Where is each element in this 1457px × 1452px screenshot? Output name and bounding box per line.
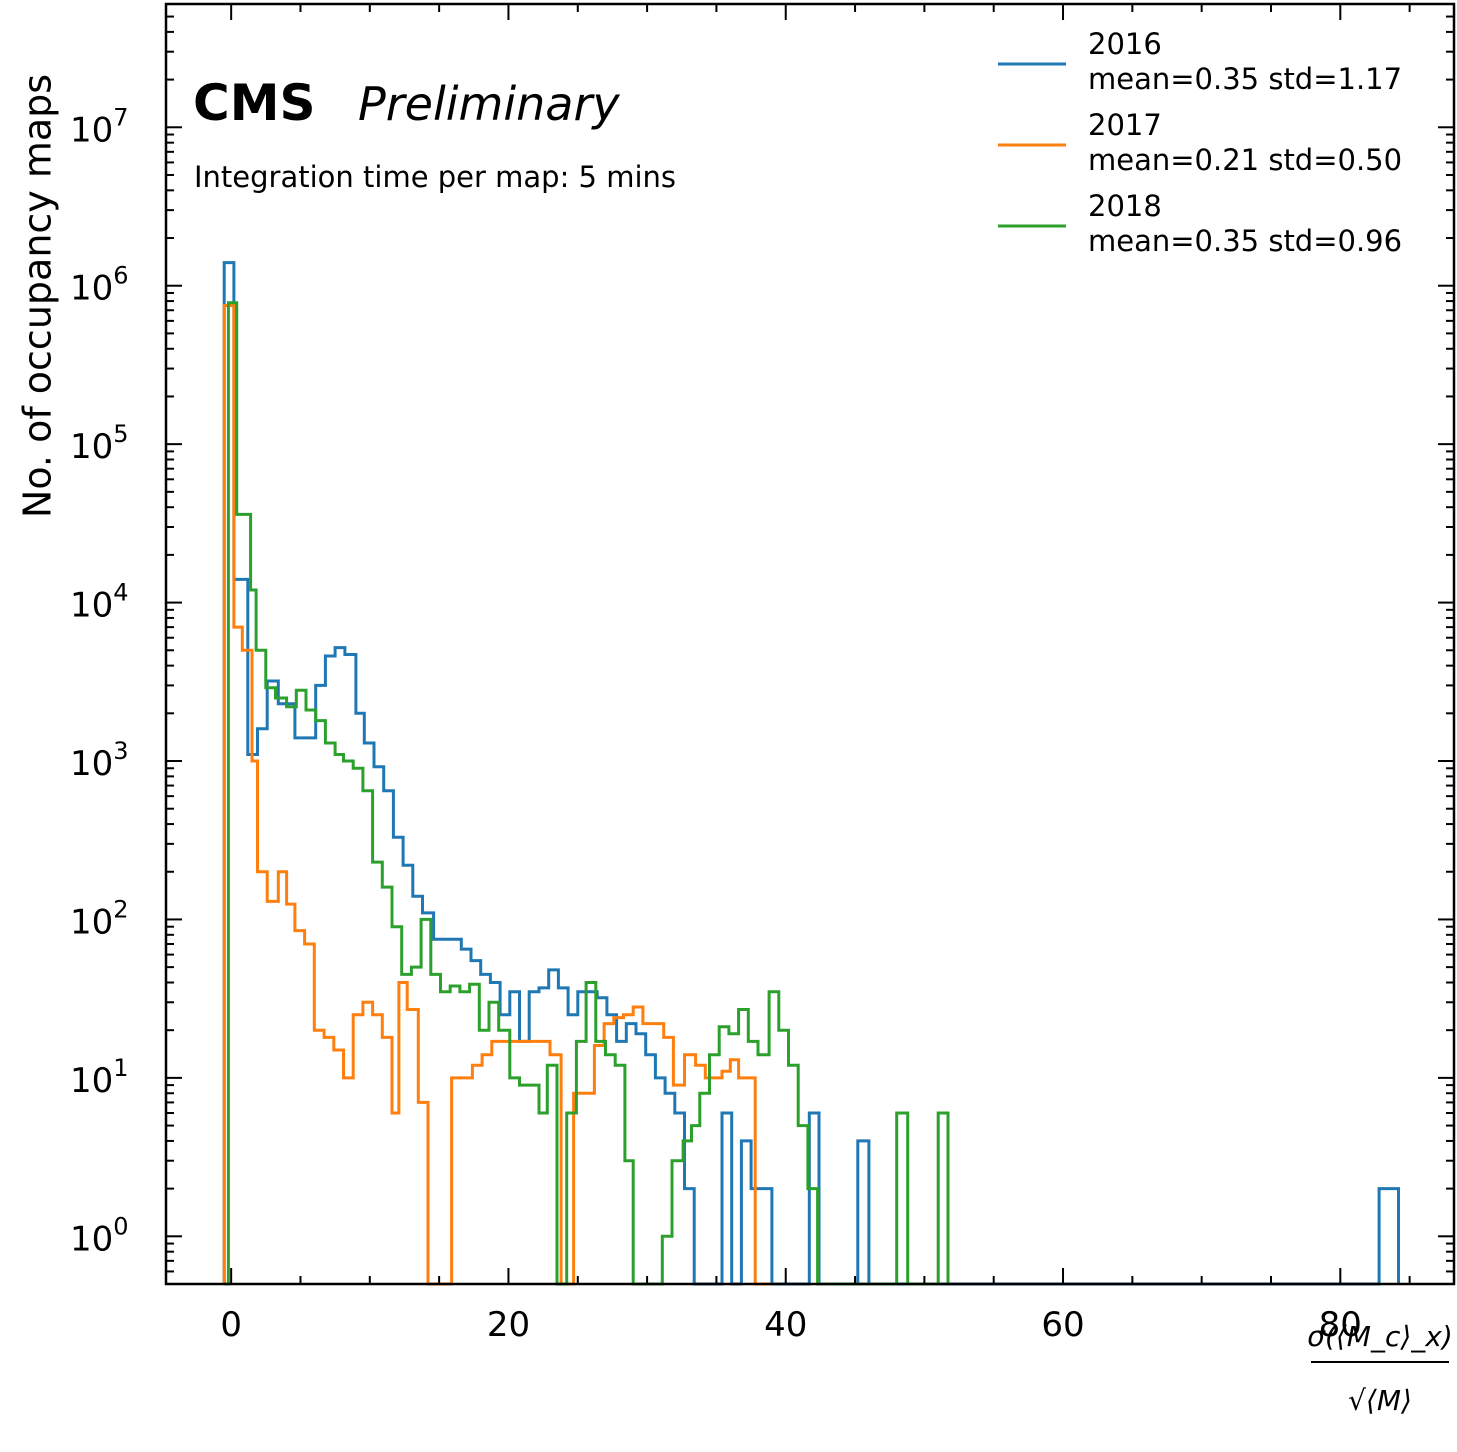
x-tick-label: 40 (764, 1305, 807, 1345)
series-layer (222, 261, 1400, 1286)
legend-label-2017: 2017 (1088, 108, 1162, 142)
y-tick-label: 105 (70, 420, 129, 467)
y-tick-label: 102 (70, 895, 129, 942)
x-tick-label: 0 (220, 1305, 242, 1345)
chart-title-suffix: Preliminary (358, 77, 620, 131)
x-tick-label: 20 (487, 1305, 530, 1345)
y-tick-label: 107 (70, 103, 129, 150)
legend-stats-2016: mean=0.35 std=1.17 (1088, 62, 1402, 96)
series-2017 (222, 304, 772, 1286)
legend-label-2018: 2018 (1088, 189, 1162, 223)
axis-ticks (166, 3, 1454, 1285)
chart-subtitle: Integration time per map: 5 mins (194, 160, 676, 194)
x-tick-label: 80 (1319, 1305, 1362, 1345)
x-tick-label: 60 (1041, 1305, 1084, 1345)
y-tick-label: 106 (70, 262, 129, 309)
x-axis-label-denominator: √⟨M⟩ (1348, 1384, 1412, 1417)
y-tick-label: 103 (70, 737, 129, 784)
y-tick-labels: 100 101 102 103 104 105 106 107 (70, 103, 129, 1259)
x-axis-label: σ(⟨M_c⟩_x) √⟨M⟩ (1307, 1320, 1453, 1417)
legend: 2016 mean=0.35 std=1.17 2017 mean=0.21 s… (998, 27, 1402, 258)
x-axis-label-numerator: σ(⟨M_c⟩_x) (1307, 1320, 1453, 1353)
y-tick-label: 101 (70, 1054, 129, 1101)
x-tick-labels: 0 20 40 60 80 (220, 1305, 1362, 1345)
y-axis-label: No. of occupancy maps (16, 74, 60, 518)
plot-frame (164, 2, 1456, 1286)
legend-label-2016: 2016 (1088, 27, 1162, 61)
legend-stats-2018: mean=0.35 std=0.96 (1088, 224, 1402, 258)
series-2018 (224, 301, 950, 1286)
y-tick-label: 104 (70, 579, 129, 626)
chart-title: CMS (193, 74, 315, 132)
y-tick-label: 100 (70, 1212, 129, 1259)
legend-stats-2017: mean=0.21 std=0.50 (1088, 143, 1402, 177)
